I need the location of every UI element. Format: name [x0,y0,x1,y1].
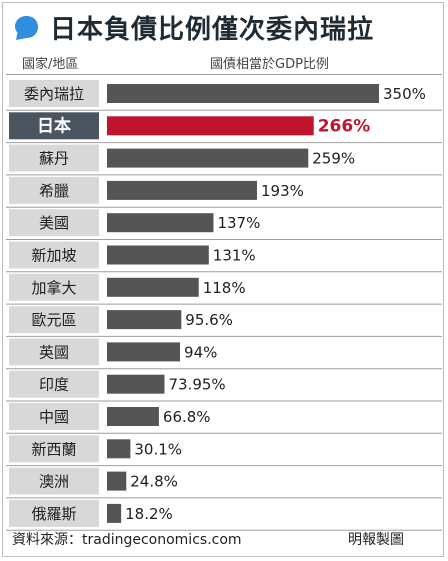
value-label: 94% [184,343,217,361]
credit-note: 明報製圖 [348,532,404,548]
category-label-bg [9,209,99,237]
category-label: 中國 [39,408,69,426]
bar [107,245,209,265]
speech-bubble-shape [15,16,38,40]
bar [107,84,379,103]
bar [107,148,309,168]
region-column-header: 國家/地區 [22,57,79,72]
category-label: 俄羅斯 [31,505,76,523]
page-title: 日本負債比例僅次委內瑞拉 [50,15,375,45]
category-label: 歐元區 [31,311,76,329]
header-divider [6,74,442,75]
bar [107,277,199,297]
category-label: 新加坡 [31,247,76,265]
bar [107,374,165,394]
speech-bubble-icon [15,16,38,40]
value-label: 30.1% [134,440,182,458]
value-label: 66.8% [163,408,211,426]
value-label: 24.8% [130,473,178,491]
category-label: 蘇丹 [39,150,69,168]
bar [107,439,131,459]
bar [107,310,182,330]
bar [107,471,127,491]
category-label: 日本 [37,115,71,136]
category-label: 加拿大 [31,279,76,297]
category-label: 澳洲 [39,473,69,491]
category-label-bg [9,499,99,527]
category-label-bg [9,306,99,334]
category-label-bg [9,435,99,463]
bar [107,503,122,523]
column-headers: 國家/地區 國債相當於GDP比例 [0,53,448,72]
bar [107,407,159,426]
source-note: 資料來源：tradingeconomics.com [12,532,242,548]
header: 日本負債比例僅次委內瑞拉 [0,0,448,46]
category-label-bg [9,273,99,301]
bar [107,180,257,200]
value-label: 95.6% [185,311,233,329]
value-label: 73.95% [168,376,225,394]
chart-frame [2,2,444,557]
ratio-column-header: 國債相當於GDP比例 [210,57,329,72]
value-label: 259% [312,150,355,168]
value-label: 18.2% [125,505,173,523]
category-label: 委內瑞拉 [24,85,84,103]
value-label: 131% [213,247,256,265]
category-label: 印度 [39,376,69,394]
category-label-bg [9,144,99,172]
category-label-bg [9,338,99,366]
category-label: 美國 [39,214,69,232]
value-label: 266% [318,116,371,136]
value-label: 118% [203,279,246,297]
category-label: 新西蘭 [31,440,76,458]
category-label-bg [9,370,99,398]
category-label-bg [9,112,99,140]
category-label-bg [9,241,99,269]
value-label: 350% [383,85,426,103]
category-label-bg [9,80,99,107]
category-label: 希臘 [39,182,69,200]
bar [107,116,314,136]
category-label-bg [9,176,99,204]
value-label: 193% [261,182,304,200]
footer: 資料來源：tradingeconomics.com 明報製圖 [0,529,448,553]
category-label: 英國 [39,343,69,361]
bar [107,342,181,362]
value-label: 137% [217,214,260,232]
category-label-bg [9,403,99,430]
category-label-bg [9,467,99,495]
bar [107,213,214,233]
